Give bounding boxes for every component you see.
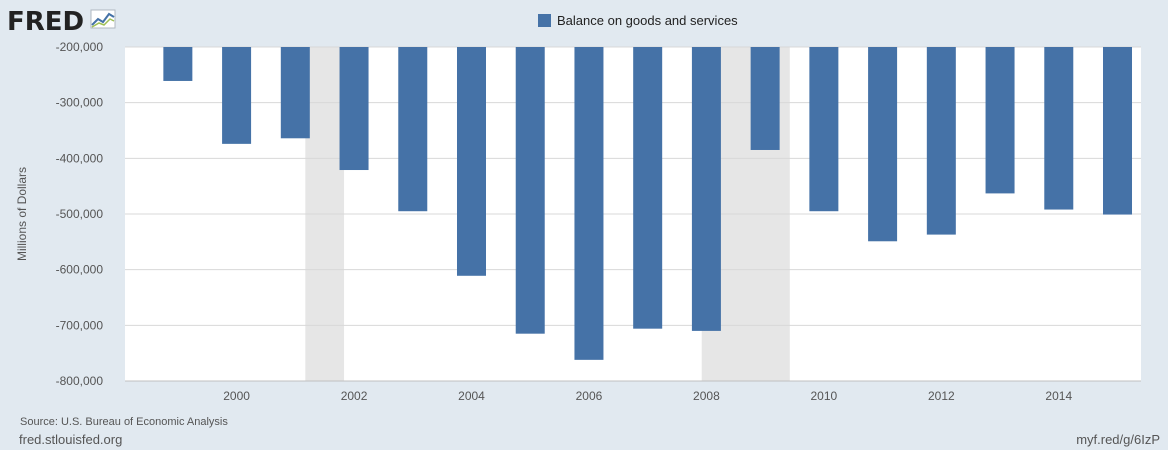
x-tick-label: 2006 [576, 389, 603, 403]
bars [163, 47, 1133, 360]
x-axis-ticks: 2000 2002 2004 2006 2008 2010 2012 2014 [223, 389, 1072, 403]
y-axis-ticks: -200,000 -300,000 -400,000 -500,000 -600,000… [56, 40, 104, 388]
bar[interactable] [339, 47, 369, 171]
bar[interactable] [633, 47, 663, 329]
bar[interactable] [163, 47, 193, 81]
y-tick-label: -600,000 [56, 263, 104, 277]
x-tick-label: 2000 [223, 389, 250, 403]
x-tick-label: 2012 [928, 389, 955, 403]
bar[interactable] [222, 47, 252, 144]
fred-logo-chart-icon [90, 9, 116, 29]
x-tick-label: 2008 [693, 389, 720, 403]
legend: Balance on goods and services [538, 13, 738, 28]
x-tick-label: 2004 [458, 389, 485, 403]
fred-logo-text: FRED [7, 7, 84, 37]
fred-logo[interactable]: FRED [7, 7, 116, 37]
bar[interactable] [750, 47, 780, 150]
legend-label: Balance on goods and services [557, 13, 738, 28]
bar[interactable] [515, 47, 545, 334]
y-axis-label: Millions of Dollars [15, 167, 29, 261]
y-tick-label: -500,000 [56, 207, 104, 221]
bar[interactable] [1103, 47, 1133, 215]
y-tick-label: -700,000 [56, 318, 104, 332]
short-url-link[interactable]: myf.red/g/6IzP [1076, 432, 1160, 447]
legend-swatch [538, 14, 551, 27]
x-tick-label: 2002 [341, 389, 368, 403]
y-tick-label: -400,000 [56, 151, 104, 165]
bar[interactable] [1044, 47, 1074, 210]
bar[interactable] [398, 47, 428, 212]
bar[interactable] [985, 47, 1015, 194]
x-tick-label: 2014 [1045, 389, 1072, 403]
site-link[interactable]: fred.stlouisfed.org [19, 432, 123, 447]
bar[interactable] [691, 47, 721, 331]
bar[interactable] [926, 47, 956, 235]
bar[interactable] [809, 47, 839, 212]
bar[interactable] [868, 47, 898, 242]
y-tick-label: -800,000 [56, 374, 104, 388]
bar[interactable] [574, 47, 604, 360]
bar[interactable] [280, 47, 310, 139]
x-tick-label: 2010 [811, 389, 838, 403]
bar[interactable] [456, 47, 486, 276]
y-tick-label: -200,000 [56, 40, 104, 54]
source-note: Source: U.S. Bureau of Economic Analysis [20, 416, 228, 428]
y-tick-label: -300,000 [56, 96, 104, 110]
